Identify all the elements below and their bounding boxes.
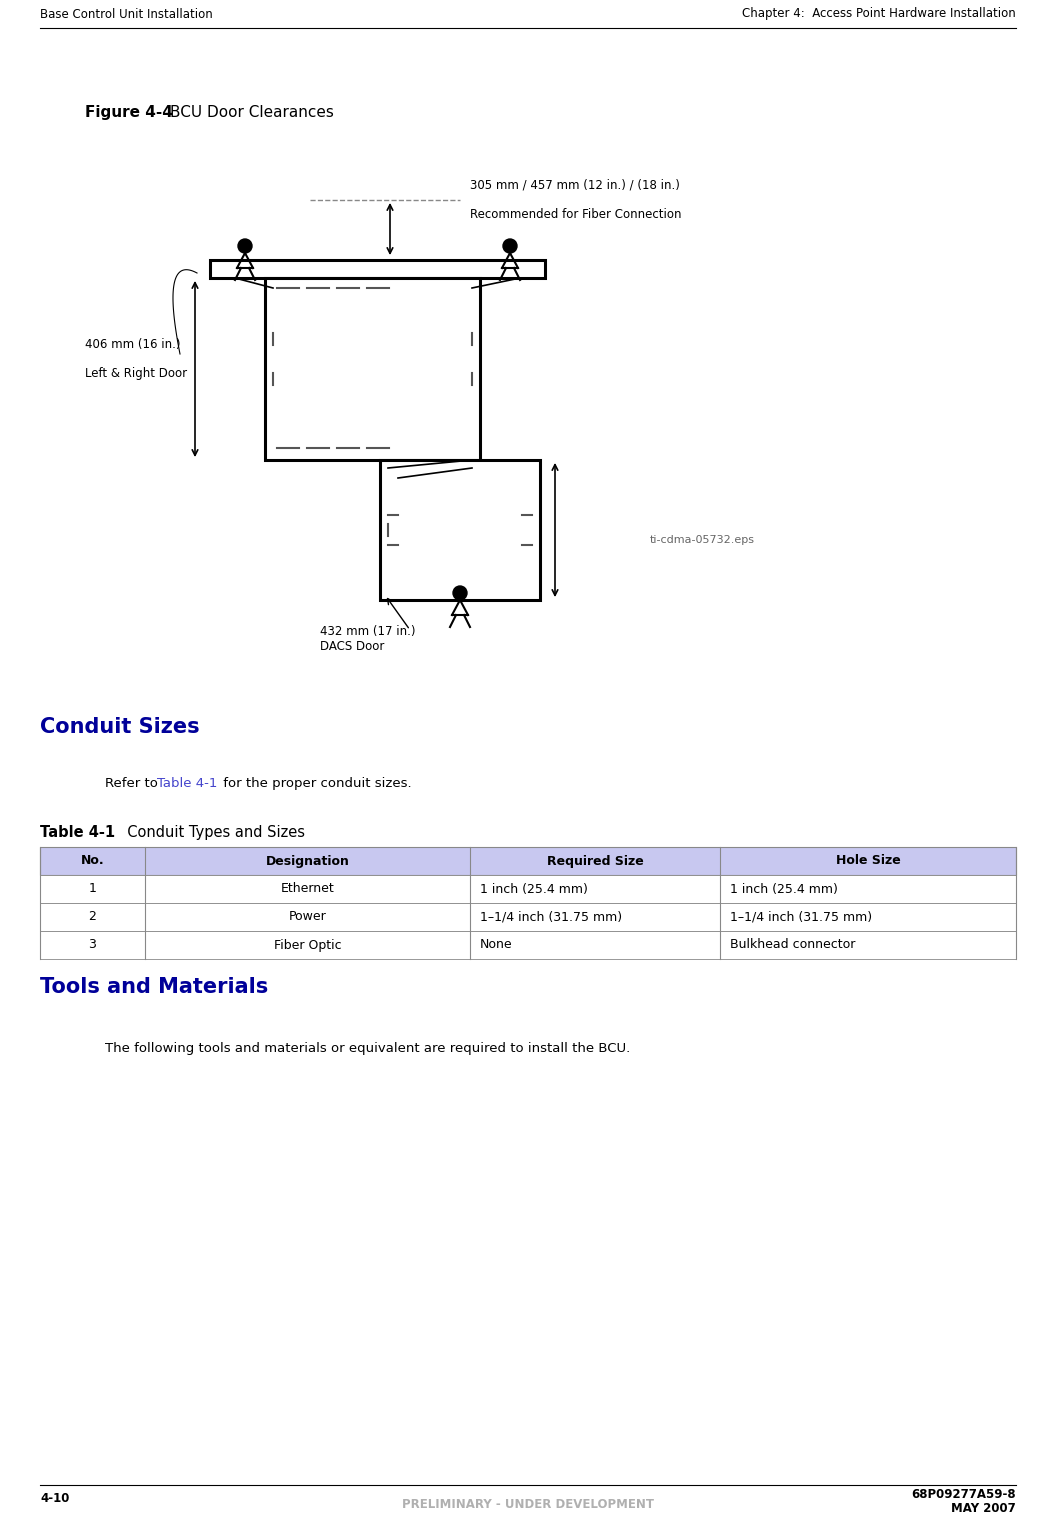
Text: Left & Right Door: Left & Right Door bbox=[84, 366, 187, 380]
Text: Hole Size: Hole Size bbox=[835, 855, 901, 867]
Bar bbox=[40, 931, 1016, 959]
Text: Figure 4-4: Figure 4-4 bbox=[84, 105, 173, 121]
Text: BCU Door Clearances: BCU Door Clearances bbox=[170, 105, 334, 121]
Text: Bulkhead connector: Bulkhead connector bbox=[730, 939, 855, 951]
Circle shape bbox=[503, 240, 517, 253]
Text: Conduit Sizes: Conduit Sizes bbox=[40, 718, 200, 738]
Bar bbox=[40, 847, 1016, 875]
Bar bbox=[40, 875, 1016, 902]
Text: Table 4-1: Table 4-1 bbox=[40, 825, 115, 840]
Text: 1 inch (25.4 mm): 1 inch (25.4 mm) bbox=[480, 883, 588, 895]
Circle shape bbox=[453, 586, 467, 600]
Text: Fiber Optic: Fiber Optic bbox=[274, 939, 341, 951]
Text: 1–1/4 inch (31.75 mm): 1–1/4 inch (31.75 mm) bbox=[730, 910, 872, 924]
Text: Power: Power bbox=[288, 910, 326, 924]
Text: 432 mm (17 in.): 432 mm (17 in.) bbox=[320, 625, 415, 638]
Text: Recommended for Fiber Connection: Recommended for Fiber Connection bbox=[470, 208, 681, 221]
Text: None: None bbox=[480, 939, 512, 951]
Text: Chapter 4:  Access Point Hardware Installation: Chapter 4: Access Point Hardware Install… bbox=[742, 8, 1016, 20]
Text: PRELIMINARY - UNDER DEVELOPMENT: PRELIMINARY - UNDER DEVELOPMENT bbox=[402, 1498, 654, 1512]
Circle shape bbox=[238, 240, 252, 253]
Text: Designation: Designation bbox=[265, 855, 350, 867]
Text: Base Control Unit Installation: Base Control Unit Installation bbox=[40, 8, 212, 20]
Text: Ethernet: Ethernet bbox=[281, 883, 335, 895]
Text: 1–1/4 inch (31.75 mm): 1–1/4 inch (31.75 mm) bbox=[480, 910, 622, 924]
Bar bbox=[210, 260, 545, 278]
Text: 68P09277A59-8: 68P09277A59-8 bbox=[911, 1489, 1016, 1501]
Text: 3: 3 bbox=[89, 939, 96, 951]
Text: DACS Door: DACS Door bbox=[320, 640, 384, 654]
Text: Tools and Materials: Tools and Materials bbox=[40, 977, 268, 997]
Text: for the proper conduit sizes.: for the proper conduit sizes. bbox=[219, 777, 412, 789]
Text: 2: 2 bbox=[89, 910, 96, 924]
Text: 406 mm (16 in.): 406 mm (16 in.) bbox=[84, 337, 181, 351]
Text: Table 4-1: Table 4-1 bbox=[157, 777, 218, 789]
Bar bbox=[380, 460, 540, 600]
Text: Refer to: Refer to bbox=[105, 777, 163, 789]
Text: No.: No. bbox=[80, 855, 105, 867]
Text: The following tools and materials or equivalent are required to install the BCU.: The following tools and materials or equ… bbox=[105, 1041, 630, 1055]
Text: ti-cdma-05732.eps: ti-cdma-05732.eps bbox=[650, 534, 755, 545]
Bar bbox=[40, 902, 1016, 931]
Text: 4-10: 4-10 bbox=[40, 1492, 70, 1506]
Bar bbox=[265, 278, 480, 460]
Text: 1: 1 bbox=[89, 883, 96, 895]
Text: 1 inch (25.4 mm): 1 inch (25.4 mm) bbox=[730, 883, 837, 895]
Text: Conduit Types and Sizes: Conduit Types and Sizes bbox=[118, 825, 305, 840]
Text: 305 mm / 457 mm (12 in.) / (18 in.): 305 mm / 457 mm (12 in.) / (18 in.) bbox=[470, 179, 680, 192]
Text: Required Size: Required Size bbox=[547, 855, 643, 867]
Text: MAY 2007: MAY 2007 bbox=[951, 1503, 1016, 1515]
